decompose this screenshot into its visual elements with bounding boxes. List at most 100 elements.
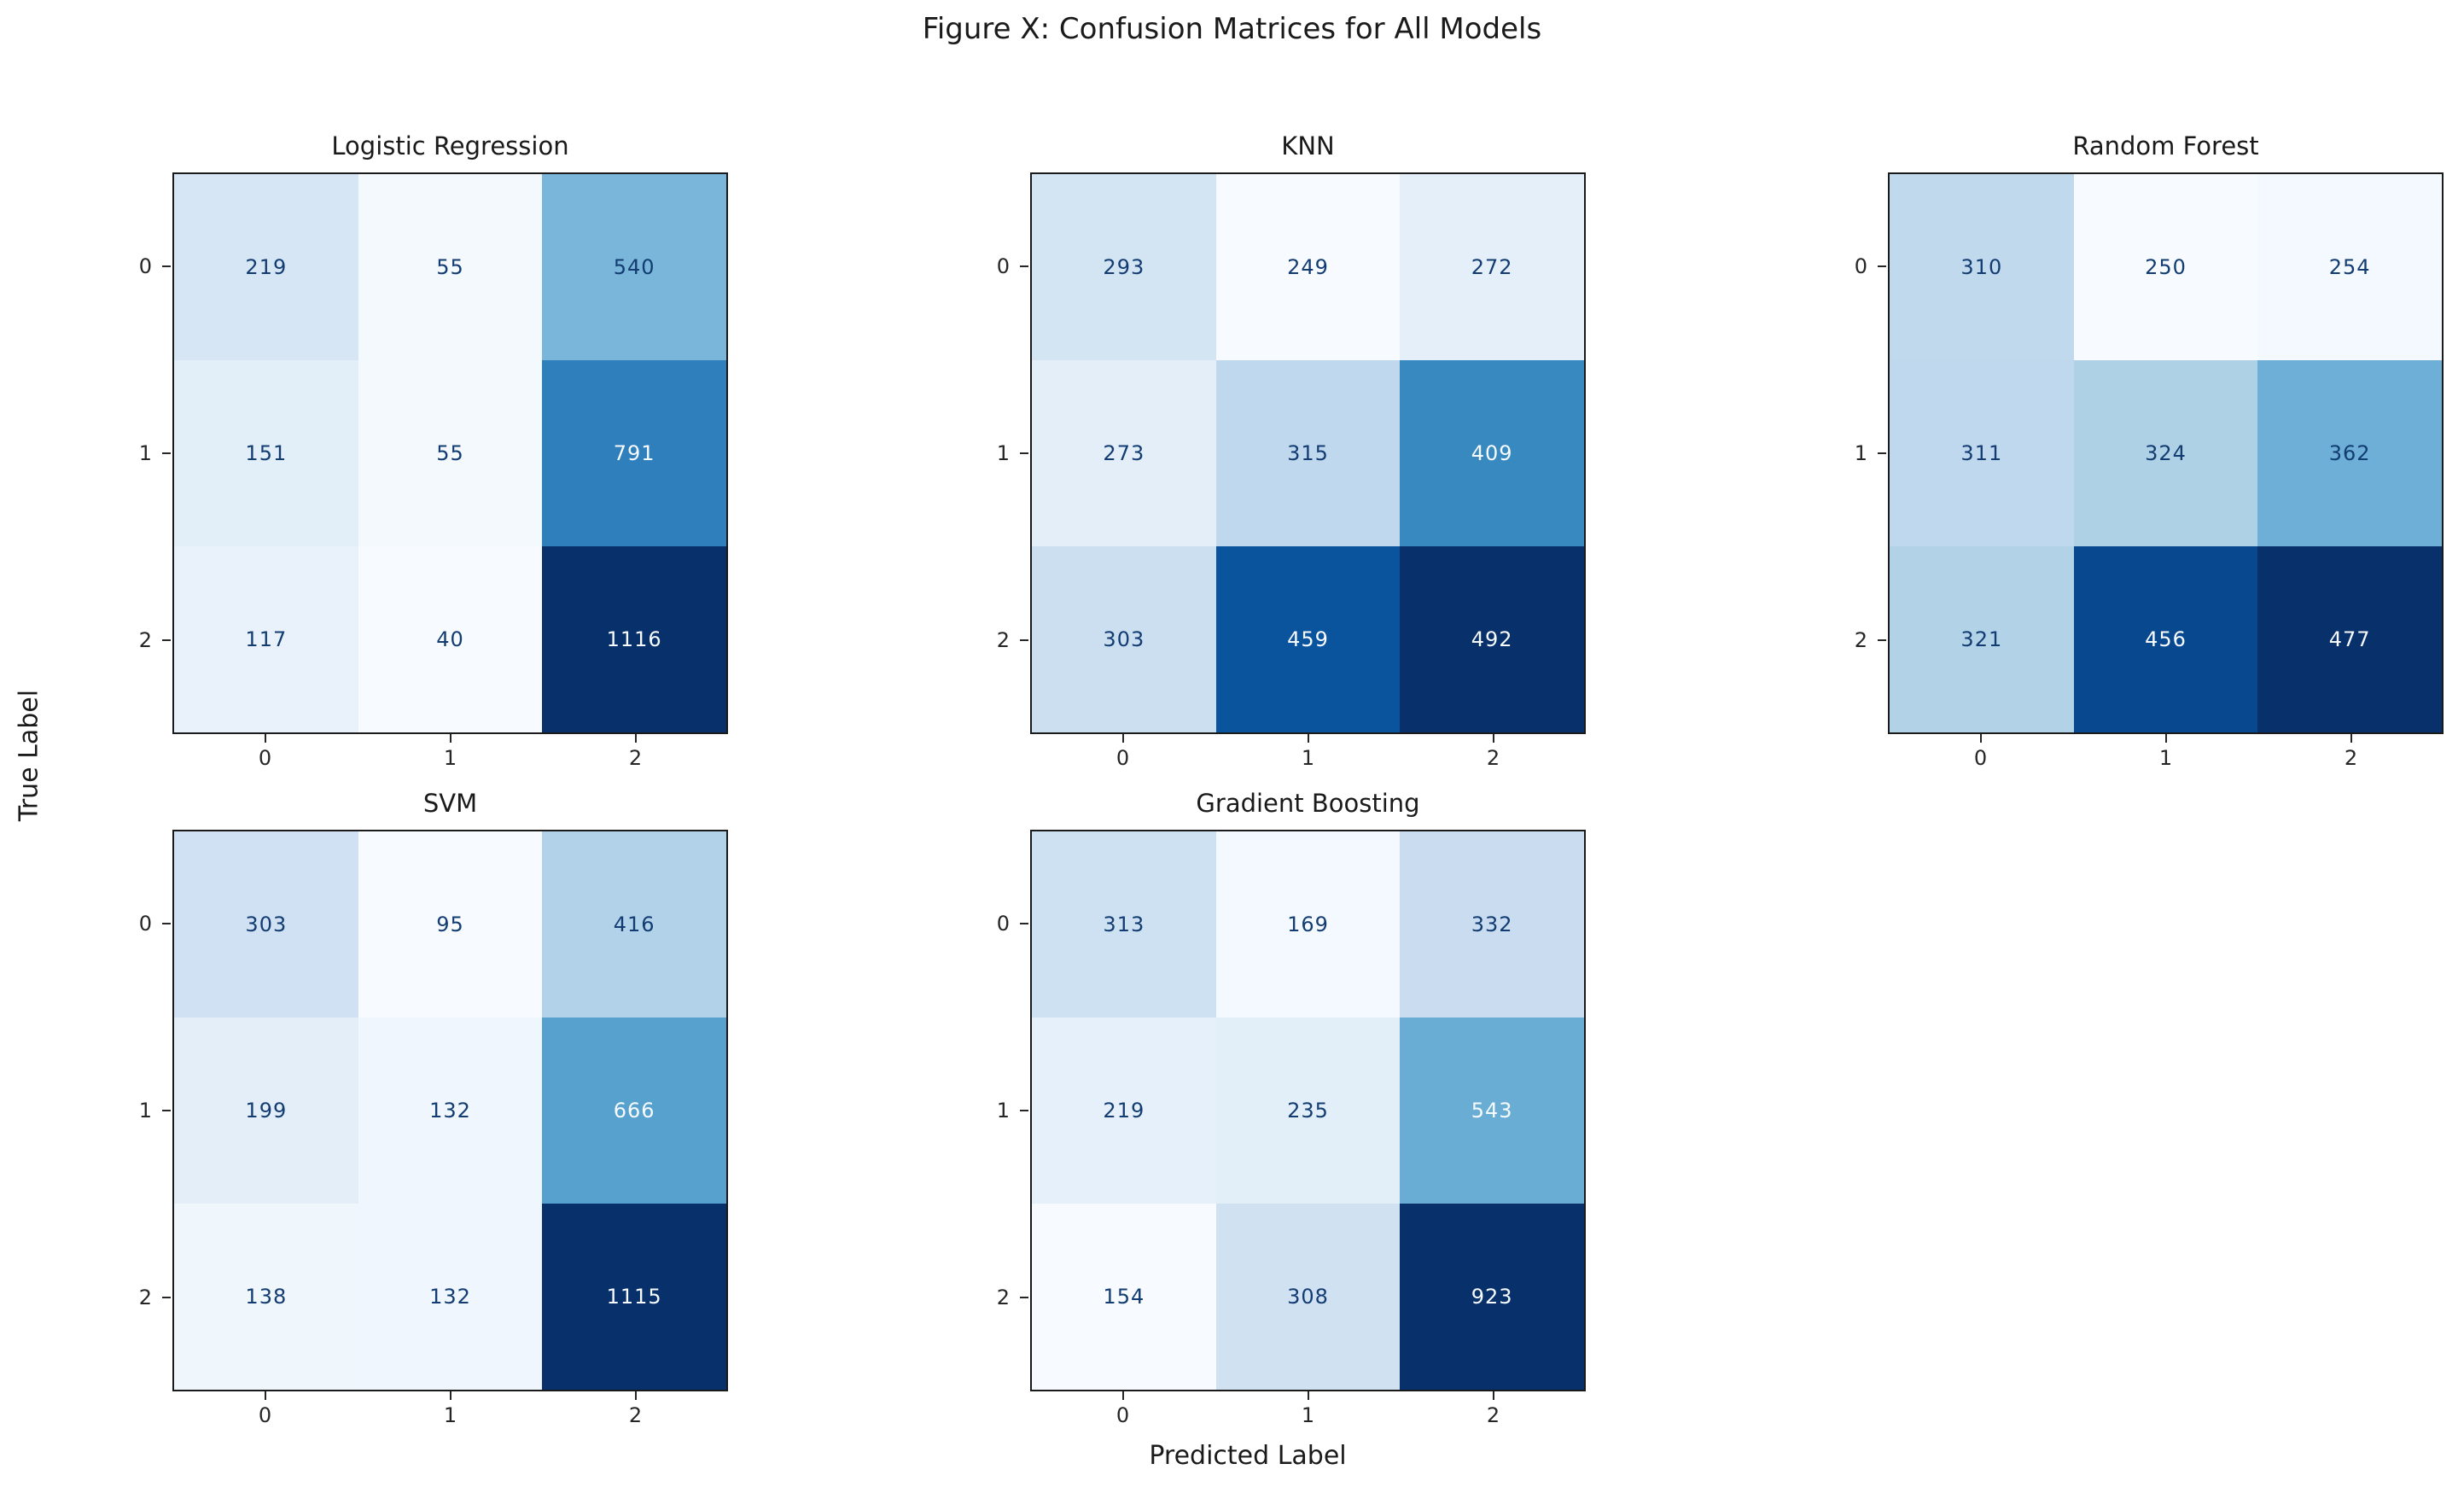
x-tick-label: 1 <box>1301 746 1315 770</box>
x-tick-mark <box>2164 734 2167 743</box>
subplot-svm: SVM 303 95 416 199 132 666 138 132 1115 0 0 1 1 2 2 <box>139 789 728 1427</box>
matrix-cell: 1115 <box>542 1204 726 1390</box>
cell-value: 543 <box>1471 1099 1513 1123</box>
cell-value: 138 <box>245 1285 288 1309</box>
matrix-cell: 310 <box>1890 174 2074 360</box>
cell-value: 250 <box>2145 255 2187 279</box>
x-tick-label: 2 <box>628 1403 643 1427</box>
cell-value: 311 <box>1960 441 2003 465</box>
subplot-gradient-boosting: Gradient Boosting 313 169 332 219 235 543 154 3… <box>997 789 1586 1427</box>
matrix-cell: 132 <box>358 1204 543 1390</box>
y-tick-mark <box>1020 639 1028 642</box>
y-tick-mark <box>162 922 171 924</box>
cell-value: 293 <box>1103 255 1145 279</box>
y-tick-label: 1 <box>1854 441 1867 465</box>
x-tick-mark <box>2350 734 2352 743</box>
figure-title: Figure X: Confusion Matrices for All Mod… <box>922 12 1542 46</box>
matrix-cell: 40 <box>358 546 543 732</box>
y-tick-mark <box>1020 1110 1028 1111</box>
x-tick-mark <box>1307 734 1309 743</box>
y-tick-mark <box>1878 265 1886 267</box>
y-tick-mark <box>1020 922 1028 924</box>
y-tick-mark <box>162 1297 171 1299</box>
y-tick-mark <box>1020 1297 1028 1299</box>
subplot-title: KNN <box>1281 131 1335 160</box>
y-tick-mark <box>162 1110 171 1111</box>
cell-value: 55 <box>436 255 464 279</box>
cell-value: 169 <box>1287 913 1329 936</box>
cell-value: 219 <box>245 255 288 279</box>
cell-value: 492 <box>1471 627 1513 651</box>
cell-value: 923 <box>1471 1285 1513 1309</box>
cell-value: 540 <box>613 255 655 279</box>
x-tick-mark <box>264 1391 266 1400</box>
subplot-knn: KNN 293 249 272 273 315 409 303 459 492 0 0 1 1 2 2 <box>997 131 1586 770</box>
subplot-title: Logistic Regression <box>331 131 569 160</box>
x-tick-mark <box>449 734 451 743</box>
x-tick-mark <box>264 734 266 743</box>
matrix-cell: 117 <box>174 546 358 732</box>
confusion-matrix-grid: 313 169 332 219 235 543 154 308 923 <box>1030 830 1586 1391</box>
y-tick-mark <box>1878 639 1886 642</box>
matrix-cell: 303 <box>174 831 358 1018</box>
matrix-cell: 923 <box>1400 1204 1584 1390</box>
matrix-cell: 219 <box>1032 1018 1216 1204</box>
matrix-cell: 254 <box>2257 174 2442 360</box>
x-tick-label: 1 <box>443 746 457 770</box>
matrix-cell: 303 <box>1032 546 1216 732</box>
cell-value: 324 <box>2145 441 2187 465</box>
matrix-cell: 459 <box>1215 546 1401 732</box>
y-tick-label: 2 <box>138 1286 152 1310</box>
cell-value: 249 <box>1287 255 1329 279</box>
x-tick-mark <box>1492 734 1494 743</box>
matrix-cell: 272 <box>1400 174 1584 360</box>
matrix-cell: 55 <box>358 174 543 360</box>
matrix-cell: 492 <box>1400 546 1584 732</box>
cell-value: 1115 <box>606 1285 662 1309</box>
cell-value: 95 <box>436 913 464 936</box>
cell-value: 310 <box>1960 255 2003 279</box>
cell-value: 117 <box>245 627 288 651</box>
subplot-title: SVM <box>422 789 478 818</box>
cell-value: 303 <box>245 913 288 936</box>
y-tick-label: 0 <box>138 254 152 278</box>
cell-value: 273 <box>1103 441 1145 465</box>
cell-value: 151 <box>245 441 288 465</box>
x-tick-label: 1 <box>443 1403 457 1427</box>
y-tick-mark <box>162 452 171 454</box>
cell-value: 791 <box>613 441 655 465</box>
y-tick-label: 1 <box>138 441 152 465</box>
cell-value: 315 <box>1287 441 1329 465</box>
matrix-cell: 235 <box>1215 1018 1401 1204</box>
cell-value: 154 <box>1103 1285 1145 1309</box>
matrix-cell: 313 <box>1032 831 1216 1018</box>
matrix-cell: 791 <box>542 360 726 546</box>
cell-value: 321 <box>1960 627 2003 651</box>
y-tick-label: 2 <box>1854 628 1867 653</box>
x-tick-mark <box>634 1391 637 1400</box>
matrix-cell: 273 <box>1032 360 1216 546</box>
y-tick-mark <box>1020 265 1028 267</box>
y-tick-label: 0 <box>996 911 1010 936</box>
x-tick-label: 2 <box>628 746 643 770</box>
x-tick-label: 0 <box>1115 746 1130 770</box>
y-axis-label: True Label <box>14 689 44 822</box>
y-tick-label: 1 <box>996 441 1010 465</box>
cell-value: 132 <box>429 1285 471 1309</box>
cell-value: 272 <box>1471 255 1513 279</box>
cell-value: 362 <box>2328 441 2371 465</box>
confusion-matrix-grid: 219 55 540 151 55 791 117 40 1116 <box>172 172 728 734</box>
y-tick-label: 1 <box>996 1099 1010 1123</box>
x-tick-label: 0 <box>1115 1403 1130 1427</box>
x-tick-mark <box>449 1391 451 1400</box>
cell-value: 666 <box>613 1099 655 1123</box>
cell-value: 199 <box>245 1099 288 1123</box>
x-tick-label: 1 <box>2158 746 2173 770</box>
cell-value: 219 <box>1103 1099 1145 1123</box>
y-tick-label: 2 <box>996 628 1010 653</box>
x-tick-mark <box>634 734 637 743</box>
x-tick-mark <box>1307 1391 1309 1400</box>
x-tick-label: 0 <box>258 746 272 770</box>
matrix-cell: 55 <box>358 360 543 546</box>
cell-value: 409 <box>1471 441 1513 465</box>
